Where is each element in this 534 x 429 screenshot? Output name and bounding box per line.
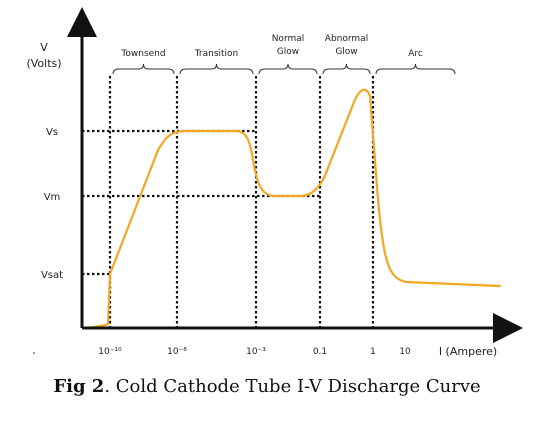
x-tick-label-1: 10⁻⁸: [167, 347, 187, 357]
x-tick-label-0: 10⁻¹⁰: [98, 347, 122, 357]
discharge-curve: [82, 88, 502, 330]
voltage-level-labels: Vs Vm Vsat: [41, 127, 63, 281]
x-tick-label-5: 10: [399, 347, 411, 357]
x-axis-label: I (Ampere): [439, 345, 497, 358]
x-tick-label-4: 1: [370, 347, 376, 357]
level-label-vm: Vm: [44, 192, 61, 203]
stray-dot: [33, 352, 35, 354]
region-label-4-0: Arc: [408, 49, 423, 59]
region-brace-3: [322, 63, 371, 75]
x-tick-labels: 10⁻¹⁰ 10⁻⁸ 10⁻³ 0.1 1 10: [98, 347, 411, 357]
region-brace-4: [375, 63, 456, 75]
region-labels: Townsend Transition Normal Glow Abnormal Glow…: [120, 34, 422, 59]
x-tick-label-2: 10⁻³: [246, 347, 266, 357]
region-label-2-0: Normal: [272, 34, 305, 44]
region-label-0-0: Townsend: [120, 49, 165, 59]
level-label-vsat: Vsat: [41, 270, 63, 281]
region-label-2-1: Glow: [277, 47, 299, 57]
caption-number: Fig 2: [53, 376, 105, 397]
level-label-vs: Vs: [46, 127, 58, 138]
region-label-3-0: Abnormal: [325, 34, 368, 44]
region-divider-lines: [108, 76, 375, 328]
region-label-1-0: Transition: [194, 49, 239, 59]
region-brace-0: [112, 63, 175, 75]
region-braces: [112, 63, 456, 75]
x-tick-label-3: 0.1: [313, 347, 327, 357]
region-brace-2: [258, 63, 318, 75]
figure-caption: Fig 2. Cold Cathode Tube I-V Discharge C…: [0, 376, 534, 397]
y-axis-symbol: V: [40, 41, 48, 54]
region-label-3-1: Glow: [335, 47, 357, 57]
region-brace-1: [179, 63, 254, 75]
y-axis-unit: (Volts): [26, 57, 61, 70]
caption-text: . Cold Cathode Tube I-V Discharge Curve: [104, 376, 481, 397]
